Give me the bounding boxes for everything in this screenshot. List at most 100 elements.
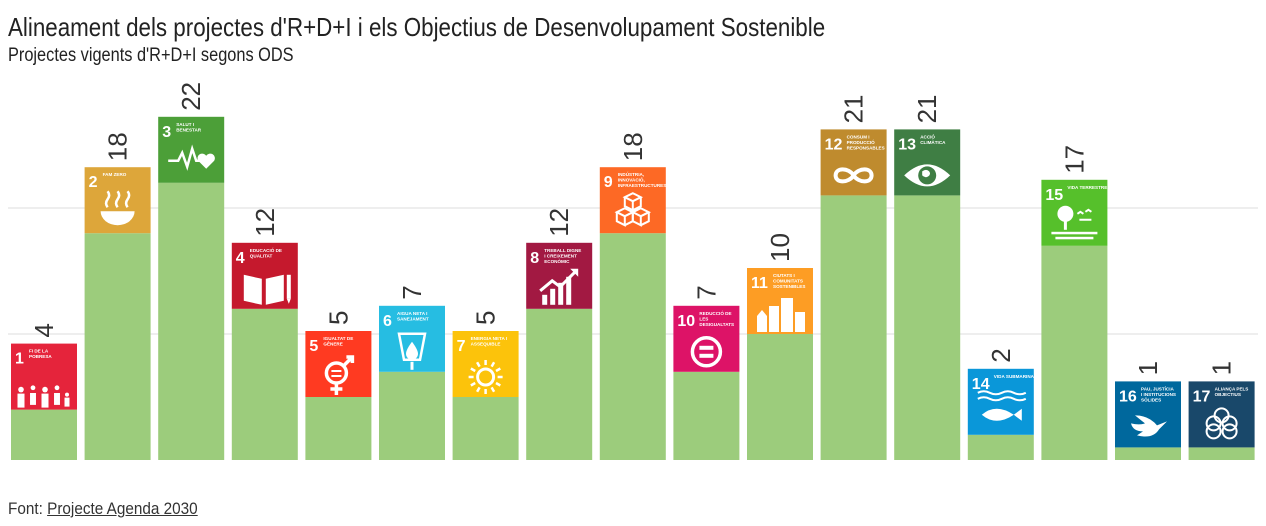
sdg-label: QUALITAT bbox=[250, 253, 273, 258]
value-label-5: 5 bbox=[323, 311, 353, 325]
sdg-label: ASSEQUIBLE bbox=[471, 342, 501, 347]
eye-globe-icon bbox=[904, 164, 951, 187]
bar-ods-11 bbox=[747, 334, 813, 460]
buildings-icon bbox=[757, 298, 805, 332]
sdg-label: VIDA SUBMARINA bbox=[994, 374, 1035, 379]
value-label-6: 7 bbox=[397, 285, 427, 299]
bar-ods-3 bbox=[158, 182, 225, 461]
value-label-10: 7 bbox=[691, 285, 721, 299]
sdg-number: 2 bbox=[89, 174, 98, 191]
value-label-16: 1 bbox=[1133, 361, 1163, 375]
source-label: Font: bbox=[8, 499, 48, 518]
sdg-label: SOSTENIBLES bbox=[773, 284, 805, 289]
sdg-tile-15: 15 VIDA TERRESTRE bbox=[1041, 179, 1108, 246]
sdg-label: BENESTAR bbox=[176, 127, 202, 132]
sdg-label: OBJECTIUS bbox=[1215, 392, 1241, 397]
source-line: Font: Projecte Agenda 2030 bbox=[8, 499, 198, 519]
sdg-tile-2: 2 FAM ZERO bbox=[84, 167, 151, 234]
bar-ods-6 bbox=[379, 371, 445, 460]
book-icon bbox=[243, 274, 291, 305]
sdg-label: SALUT I bbox=[176, 122, 194, 127]
sdg-label: LES bbox=[699, 316, 708, 321]
sdg-label: ACCIÓ bbox=[920, 132, 935, 139]
sdg-label: CONSUM I bbox=[847, 134, 870, 139]
sdg-label: DESIGUALTATS bbox=[699, 322, 734, 327]
sdg-tile-14: 14 VIDA SUBMARINA bbox=[967, 368, 1035, 435]
sdg-label: IGUALTAT DE bbox=[323, 336, 353, 341]
value-label-4: 12 bbox=[250, 208, 280, 237]
sdg-number: 4 bbox=[236, 250, 245, 267]
cubes-icon bbox=[614, 192, 652, 227]
sdg-label: CLIMÀTICA bbox=[920, 139, 946, 145]
sdg-label: TREBALL DIGNE bbox=[544, 248, 581, 253]
sdg-label: COMUNITATS bbox=[773, 279, 803, 284]
sdg-number: 11 bbox=[751, 275, 768, 292]
chart-subtitle: Projectes vigents d'R+D+I segons ODS bbox=[8, 45, 294, 66]
bar-ods-7 bbox=[452, 397, 519, 460]
sdg-label: I INSTITUCIONS bbox=[1141, 392, 1176, 397]
value-label-2: 18 bbox=[103, 132, 133, 161]
gender-icon bbox=[324, 355, 355, 395]
sdg-label: SANEJAMENT bbox=[397, 316, 429, 321]
sdg-label: INDÚSTRIA, bbox=[618, 171, 644, 177]
sdg-number: 14 bbox=[972, 376, 990, 393]
water-drop-icon bbox=[397, 332, 427, 370]
chart-title: Alineament dels projectes d'R+D+I i els … bbox=[8, 12, 826, 42]
bar-ods-9 bbox=[599, 233, 666, 460]
bar-ods-13 bbox=[894, 195, 961, 460]
sdg-number: 15 bbox=[1045, 187, 1063, 204]
sdg-label: AIGUA NETA I bbox=[397, 311, 427, 316]
value-label-15: 17 bbox=[1059, 145, 1089, 174]
sdg-label: POBRESA bbox=[29, 354, 52, 359]
sdg-label: ECONÒMIC bbox=[544, 257, 570, 264]
sdg-label: INNOVACIÓ, bbox=[618, 176, 645, 183]
sdg-number: 3 bbox=[162, 124, 171, 141]
sdg-label: I CREIXEMENT bbox=[544, 253, 577, 258]
growth-chart-icon bbox=[539, 268, 579, 305]
sdg-label: SÒLIDES bbox=[1141, 395, 1161, 402]
sdg-number: 13 bbox=[898, 136, 916, 153]
sdg-label: PAU, JUSTÍCIA bbox=[1141, 384, 1175, 391]
sdg-label: PRODUCCIÓ bbox=[847, 138, 876, 145]
bowl-icon bbox=[100, 190, 135, 226]
sdg-label: ENERGIA NETA I bbox=[471, 336, 508, 341]
value-label-12: 21 bbox=[839, 94, 869, 123]
bar-ods-12 bbox=[820, 195, 887, 460]
value-label-7: 5 bbox=[471, 311, 501, 325]
sdg-label: FI DE LA bbox=[29, 349, 49, 354]
bar-ods-15 bbox=[1041, 245, 1108, 460]
sdg-number: 17 bbox=[1193, 388, 1211, 405]
sdg-number: 16 bbox=[1119, 388, 1137, 405]
sdg-label: ALIANÇA PELS bbox=[1215, 386, 1249, 391]
value-label-17: 1 bbox=[1207, 361, 1237, 375]
heartbeat-icon bbox=[168, 144, 215, 171]
equal-icon bbox=[690, 336, 723, 368]
sdg-number: 9 bbox=[604, 174, 613, 191]
sdg-label: RESPONSABLES bbox=[847, 145, 885, 150]
source-link[interactable]: Projecte Agenda 2030 bbox=[47, 499, 198, 518]
sdg-label: INFRAESTRUCTURES bbox=[618, 183, 667, 188]
sdg-number: 12 bbox=[825, 136, 843, 153]
infinity-icon bbox=[833, 167, 874, 184]
sdg-label: FAM ZERO bbox=[103, 172, 127, 177]
bar-ods-8 bbox=[526, 308, 593, 460]
family-icon bbox=[17, 385, 70, 408]
sdg-number: 8 bbox=[530, 250, 539, 267]
sdg-number: 10 bbox=[677, 313, 695, 330]
sdg-number: 6 bbox=[383, 313, 392, 330]
sun-icon bbox=[468, 360, 503, 394]
bar-ods-16 bbox=[1115, 447, 1181, 460]
value-label-11: 10 bbox=[765, 233, 795, 262]
value-label-14: 2 bbox=[986, 348, 1016, 362]
sdg-label: VIDA TERRESTRE bbox=[1067, 185, 1107, 190]
